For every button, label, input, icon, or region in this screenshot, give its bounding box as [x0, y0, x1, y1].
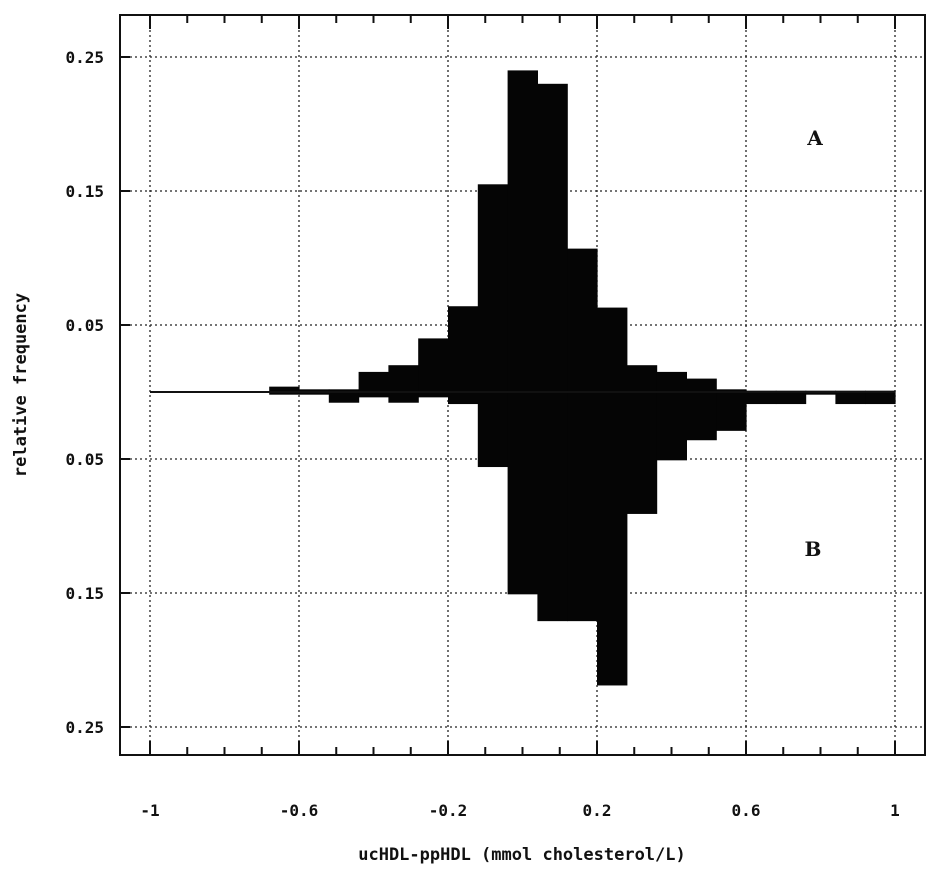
grid-lines: [120, 15, 925, 755]
bars: [269, 70, 896, 686]
histogram-bar-b: [805, 392, 836, 395]
histogram-bar-a: [299, 389, 330, 392]
histogram-bar-a: [686, 378, 717, 392]
series-label-b: B: [805, 537, 822, 561]
histogram-bar-a: [358, 371, 389, 392]
y-axis-title: relative frequency: [11, 293, 31, 477]
x-tick-label: 0.2: [583, 801, 612, 820]
histogram-bar-a: [507, 70, 538, 393]
histogram-bar-b: [328, 392, 360, 403]
histogram-bar-b: [448, 392, 479, 405]
histogram-bar-a: [388, 365, 419, 392]
histogram-bar-b: [299, 392, 330, 395]
x-axis-title: ucHDL-ppHDL (mmol cholesterol/L): [358, 845, 686, 865]
y-tick-labels: 0.25 0.15 0.05 0.05 0.15 0.25: [65, 48, 104, 737]
x-tick-label: -0.6: [280, 801, 319, 820]
histogram-bar-b: [835, 392, 866, 405]
y-tick-label: 0.25: [65, 718, 104, 737]
histogram-bar-a: [477, 184, 509, 392]
y-tick-label: 0.25: [65, 48, 104, 67]
y-tick-label: 0.15: [65, 584, 104, 603]
x-tick-label: -1: [140, 801, 159, 820]
histogram-bar-b: [269, 392, 300, 395]
x-tick-label: -0.2: [429, 801, 468, 820]
histogram-bar-a: [567, 248, 598, 392]
histogram-bar-a: [716, 389, 747, 392]
axis-ticks: [120, 15, 896, 755]
histogram-bar-a: [448, 306, 479, 392]
y-tick-label: 0.05: [65, 316, 104, 335]
histogram-bar-b: [597, 392, 628, 686]
histogram-bar-a: [537, 83, 568, 393]
histogram-bar-b: [775, 392, 807, 405]
histogram-bar-a: [597, 307, 628, 392]
histogram-bar-a: [656, 371, 687, 392]
histogram-bar-a: [269, 386, 300, 392]
x-tick-labels: -1 -0.6 -0.2 0.2 0.6 1: [140, 801, 899, 820]
histogram-bar-b: [865, 392, 896, 405]
histogram-bar-b: [567, 392, 598, 622]
histogram-bar-b: [656, 392, 687, 461]
histogram-bar-b: [388, 392, 419, 403]
histogram-bar-b: [716, 392, 747, 431]
histogram-bar-a: [418, 338, 449, 392]
histogram-bar-b: [626, 392, 658, 514]
histogram-bar-b: [537, 392, 568, 622]
histogram-bar-b: [746, 392, 777, 405]
histogram-bar-b: [358, 392, 389, 398]
histogram-bar-a: [328, 389, 360, 392]
x-tick-label: 1: [890, 801, 900, 820]
histogram-bar-a: [626, 365, 658, 392]
histogram-bar-b: [418, 392, 449, 398]
x-tick-label: 0.6: [732, 801, 761, 820]
y-tick-label: 0.15: [65, 182, 104, 201]
y-tick-label: 0.05: [65, 450, 104, 469]
histogram-bar-b: [477, 392, 509, 468]
histogram-bar-b: [507, 392, 538, 595]
histogram-bar-b: [686, 392, 717, 441]
series-label-a: A: [806, 126, 823, 150]
